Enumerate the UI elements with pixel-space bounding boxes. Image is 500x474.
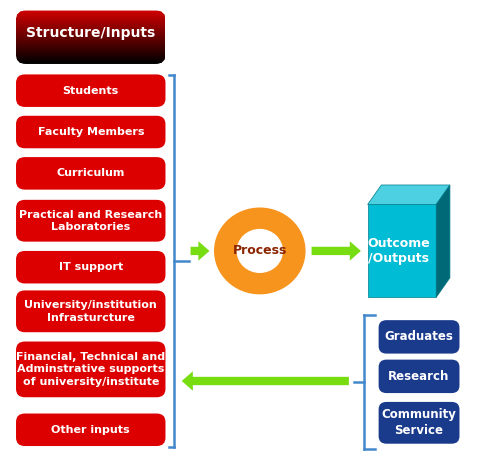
FancyBboxPatch shape — [16, 251, 166, 283]
Bar — [16, 13, 166, 15]
Bar — [16, 45, 166, 46]
Circle shape — [214, 208, 305, 294]
Bar — [16, 33, 166, 35]
Text: Process: Process — [232, 245, 287, 257]
FancyBboxPatch shape — [16, 413, 166, 446]
Bar — [16, 36, 166, 37]
Bar — [16, 21, 166, 23]
Polygon shape — [436, 185, 450, 297]
FancyBboxPatch shape — [16, 116, 166, 148]
Text: Other inputs: Other inputs — [52, 425, 130, 435]
Bar — [16, 60, 166, 61]
Text: IT support: IT support — [58, 262, 123, 272]
FancyBboxPatch shape — [16, 200, 166, 242]
FancyBboxPatch shape — [378, 402, 460, 444]
FancyBboxPatch shape — [16, 157, 166, 190]
Bar — [16, 19, 166, 21]
Bar — [16, 52, 166, 53]
Bar — [16, 42, 166, 44]
Polygon shape — [368, 185, 450, 204]
FancyBboxPatch shape — [16, 291, 166, 332]
Bar — [16, 31, 166, 33]
Bar — [16, 29, 166, 31]
Bar — [16, 58, 166, 60]
Bar — [16, 47, 166, 49]
Bar — [16, 49, 166, 51]
Bar — [16, 50, 166, 52]
Text: Curriculum: Curriculum — [56, 168, 125, 178]
Bar — [16, 11, 166, 13]
Bar — [16, 30, 166, 32]
Text: Outcome
/Outputs: Outcome /Outputs — [367, 237, 430, 265]
Bar — [16, 10, 166, 12]
Text: Research: Research — [388, 370, 450, 383]
Bar — [16, 34, 166, 36]
FancyBboxPatch shape — [16, 74, 166, 107]
Bar — [16, 38, 166, 40]
Text: Practical and Research
Laboratories: Practical and Research Laboratories — [19, 210, 163, 232]
Text: Financial, Technical and
Adminstrative supports
of university/institute: Financial, Technical and Adminstrative s… — [16, 352, 166, 387]
Circle shape — [238, 229, 282, 272]
Bar — [16, 54, 166, 56]
Bar — [16, 57, 166, 59]
Text: Structure/Inputs: Structure/Inputs — [26, 26, 156, 40]
FancyBboxPatch shape — [16, 341, 166, 397]
Bar — [16, 53, 166, 55]
Bar — [16, 26, 166, 28]
Bar — [16, 46, 166, 48]
Bar — [16, 55, 166, 57]
Bar — [16, 18, 166, 20]
Bar — [16, 22, 166, 24]
FancyBboxPatch shape — [368, 204, 436, 297]
FancyBboxPatch shape — [378, 320, 460, 354]
Bar — [16, 27, 166, 29]
FancyBboxPatch shape — [378, 360, 460, 393]
Text: Graduates: Graduates — [384, 330, 454, 343]
Text: Community
Service: Community Service — [382, 408, 456, 438]
Bar — [16, 41, 166, 43]
Bar — [16, 23, 166, 25]
Bar — [16, 62, 166, 64]
Bar — [16, 61, 166, 63]
Text: Faculty Members: Faculty Members — [38, 127, 144, 137]
Bar — [16, 17, 166, 18]
Bar — [16, 44, 166, 46]
Text: Students: Students — [62, 86, 119, 96]
Bar — [16, 39, 166, 41]
Bar — [16, 25, 166, 27]
Bar — [16, 16, 166, 17]
Bar — [16, 37, 166, 38]
Text: University/institution
Infrasturcture: University/institution Infrasturcture — [24, 300, 157, 322]
Bar — [16, 14, 166, 16]
